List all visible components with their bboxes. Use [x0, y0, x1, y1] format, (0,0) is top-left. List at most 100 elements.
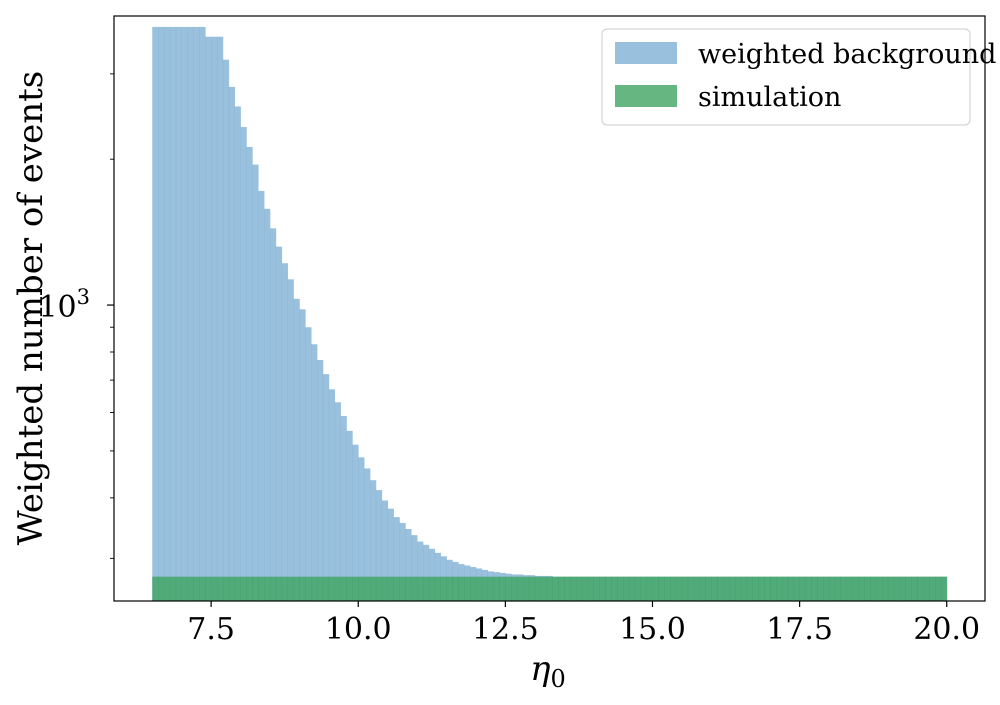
bar-simulation — [940, 576, 948, 601]
bar-background — [387, 508, 394, 601]
bar-simulation — [934, 576, 942, 601]
bar-simulation — [511, 576, 518, 601]
bar-simulation — [864, 576, 871, 601]
bar-background — [158, 26, 165, 602]
bar-background — [381, 500, 389, 601]
bar-background — [358, 457, 365, 601]
bar-background — [193, 26, 200, 602]
bar-simulation — [487, 576, 494, 601]
bar-simulation — [711, 576, 718, 601]
bar-simulation — [222, 576, 230, 601]
bar-simulation — [340, 576, 347, 601]
bar-simulation — [352, 576, 359, 601]
legend-box — [601, 28, 971, 126]
bar-simulation — [917, 576, 924, 601]
x-tick-label: 20.0 — [913, 612, 980, 647]
bar-simulation — [158, 576, 165, 601]
bar-simulation — [164, 576, 171, 601]
bar-simulation — [929, 576, 936, 601]
bar-simulation — [211, 576, 218, 601]
bar-simulation — [534, 576, 542, 601]
bar-simulation — [399, 576, 406, 601]
bar-simulation — [646, 576, 653, 601]
bar-simulation — [505, 576, 512, 601]
bar-simulation — [876, 576, 883, 601]
bar-background — [211, 36, 218, 601]
x-tick-label: 7.5 — [187, 612, 235, 647]
bar-background — [299, 309, 306, 601]
bar-simulation — [640, 576, 647, 601]
bar-background — [428, 548, 436, 601]
bars-layer — [152, 26, 948, 602]
bar-simulation — [152, 576, 159, 601]
bar-simulation — [858, 576, 865, 601]
bar-simulation — [705, 576, 712, 601]
bar-simulation — [829, 576, 836, 601]
bar-simulation — [452, 576, 459, 601]
bar-background — [328, 389, 336, 601]
bar-simulation — [893, 576, 901, 601]
bar-simulation — [564, 576, 571, 601]
bar-simulation — [676, 576, 683, 601]
bar-simulation — [264, 576, 271, 601]
bar-simulation — [434, 576, 441, 601]
bar-simulation — [558, 576, 565, 601]
bar-background — [311, 344, 318, 601]
bar-simulation — [428, 576, 436, 601]
bar-simulation — [805, 576, 812, 601]
bar-simulation — [464, 576, 471, 601]
x-axis-title: η0 — [530, 649, 566, 693]
bar-simulation — [334, 576, 341, 601]
bar-simulation — [281, 576, 288, 601]
bar-simulation — [781, 576, 789, 601]
bar-background — [222, 59, 230, 601]
bar-simulation — [670, 576, 677, 601]
bar-simulation — [216, 576, 224, 601]
bar-simulation — [740, 576, 748, 601]
bar-simulation — [275, 576, 283, 601]
bar-simulation — [717, 576, 724, 601]
bar-simulation — [375, 576, 383, 601]
bar-simulation — [528, 576, 536, 601]
bar-background — [164, 26, 171, 602]
bar-background — [334, 402, 341, 601]
x-axis-subscript: 0 — [551, 665, 566, 693]
bar-simulation — [387, 576, 394, 601]
bar-background — [175, 26, 183, 602]
bar-background — [246, 146, 253, 601]
bar-simulation — [699, 576, 706, 601]
bar-simulation — [523, 576, 530, 601]
bar-background — [417, 541, 424, 601]
x-axis-symbol: η — [530, 649, 551, 689]
bar-simulation — [905, 576, 912, 601]
bar-simulation — [882, 576, 889, 601]
bar-simulation — [634, 576, 642, 601]
bar-simulation — [628, 576, 636, 601]
bar-simulation — [658, 576, 665, 601]
bar-simulation — [823, 576, 830, 601]
bar-background — [305, 327, 312, 601]
bar-simulation — [599, 576, 606, 601]
bar-background — [199, 26, 206, 602]
bar-simulation — [228, 576, 235, 601]
bar-simulation — [840, 576, 848, 601]
bar-simulation — [364, 576, 371, 601]
bar-background — [252, 164, 259, 601]
bar-background — [340, 416, 347, 601]
bar-background — [228, 86, 235, 601]
bar-simulation — [593, 576, 600, 601]
legend-swatch-simulation — [615, 85, 677, 107]
bar-simulation — [240, 576, 247, 601]
bar-simulation — [169, 576, 177, 601]
bar-background — [375, 490, 383, 601]
bar-background — [281, 263, 288, 601]
bar-background — [152, 26, 159, 602]
bar-simulation — [370, 576, 377, 601]
bar-simulation — [475, 576, 483, 601]
bar-simulation — [393, 576, 400, 601]
legend-label-background: weighted background — [698, 39, 996, 70]
y-tick-label: 103 — [38, 285, 90, 325]
bar-simulation — [269, 576, 277, 601]
